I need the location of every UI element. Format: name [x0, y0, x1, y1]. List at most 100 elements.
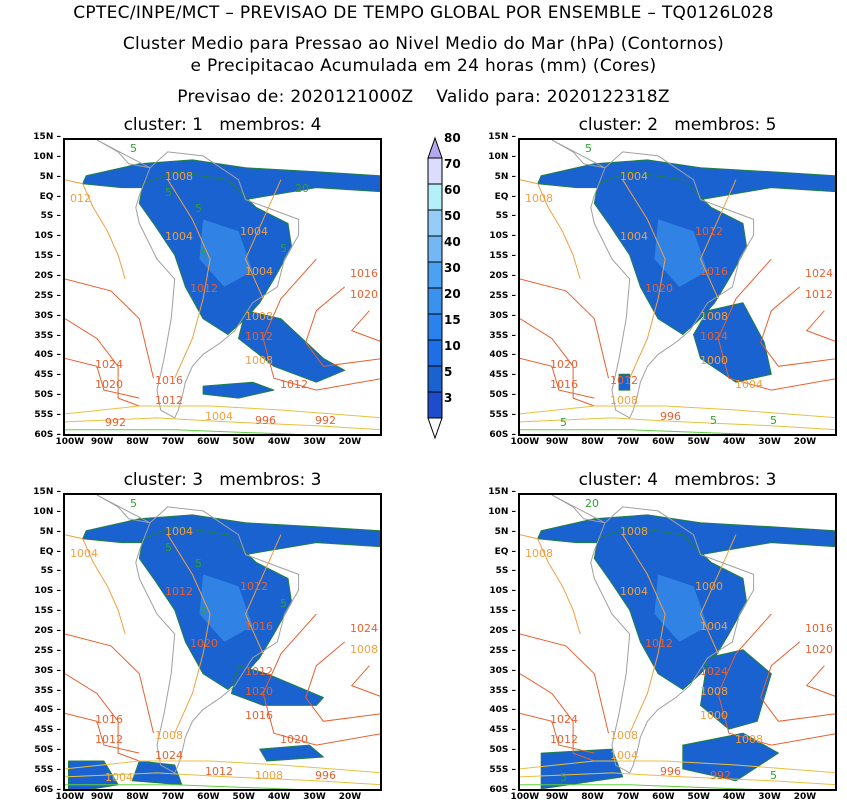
contour-label: 5: [200, 248, 207, 261]
map-panel-cluster-3: 1004 1004 1012 1012 1016 1020 1024 1008 1012 1020…: [63, 493, 382, 791]
contour-label: 1020: [550, 358, 578, 371]
isobar-contour: [520, 772, 835, 786]
contour-label: 992: [315, 414, 336, 427]
isobar-contour: [520, 760, 835, 774]
lat-tick-label: 45S –: [34, 370, 61, 381]
lat-tick-label: 15S –: [34, 606, 61, 617]
contour-label: 1008: [525, 192, 553, 205]
panel-title: cluster: 3 membros: 3: [123, 470, 322, 490]
contour-label: 1024: [350, 622, 378, 635]
lat-tick-label: 20S –: [34, 270, 61, 281]
lon-tick-label: 90W: [90, 792, 114, 802]
lat-tick-label: 40S –: [34, 705, 61, 716]
colorbar-swatch: [427, 365, 443, 393]
isobar-contour: [65, 712, 140, 754]
lon-tick-label: 90W: [545, 792, 569, 802]
contour-label: 1016: [245, 709, 273, 722]
precipitation-area: [537, 514, 835, 556]
subtitle-line-2: e Precipitacao Acumulada em 24 horas (mm…: [190, 56, 657, 76]
lat-tick-label: 30S –: [34, 310, 61, 321]
lon-tick-label: 90W: [90, 437, 114, 447]
lat-tick-label: 10S –: [489, 586, 516, 597]
colorbar-under-arrow: [427, 417, 443, 440]
colorbar-swatch: [427, 235, 443, 263]
isobar-contour: [699, 179, 737, 300]
precipitation-area: [202, 381, 275, 399]
contour-label: 1016: [245, 620, 273, 633]
contour-label: 1016: [350, 267, 378, 280]
contour-label: 5: [770, 414, 777, 427]
precipitation-area: [82, 159, 380, 201]
lat-tick-label: 50S –: [34, 745, 61, 756]
isobar-contour: [65, 357, 140, 399]
lat-tick-label: 20S –: [34, 625, 61, 636]
panel-title: cluster: 1 membros: 4: [123, 115, 322, 135]
isobar-contour: [520, 179, 581, 280]
lat-tick-label: 5N –: [39, 171, 61, 182]
coastline: [551, 495, 755, 774]
lon-tick-label: 50W: [232, 437, 255, 447]
isobar-contour: [520, 318, 595, 407]
lon-tick-label: 30W: [758, 437, 781, 447]
contour-label: 1004: [165, 230, 193, 243]
lat-tick-label: 25S –: [34, 290, 61, 301]
colorbar-swatch: [427, 157, 443, 185]
precipitation-core: [199, 219, 253, 287]
contour-label: 996: [660, 765, 681, 778]
colorbar-label: 80: [444, 131, 461, 145]
lat-tick-label: 25S –: [489, 290, 516, 301]
contour-label: 1004: [620, 230, 648, 243]
contour-label: 1012: [165, 585, 193, 598]
lat-tick-label: 5N –: [39, 526, 61, 537]
contour-label: 1008: [350, 643, 378, 656]
coastline: [96, 495, 300, 774]
contour-label: 1024: [805, 267, 833, 280]
contour-label: 5: [165, 186, 172, 199]
isobar-contour: [520, 633, 609, 734]
isobar-contour: [520, 278, 609, 379]
contour-label: 1020: [805, 643, 833, 656]
contour-label: 1012: [695, 225, 723, 238]
isobar-contour: [805, 310, 835, 342]
subtitle-line-1: Cluster Medio para Pressao ao Nivel Medi…: [122, 34, 725, 54]
contour-label: 1020: [280, 733, 308, 746]
contour-label: 1004: [620, 170, 648, 183]
contour-label: 012: [70, 192, 91, 205]
contour-label: 5: [200, 603, 207, 616]
contour-label: 1004: [700, 620, 728, 633]
lon-tick-label: 70W: [161, 437, 185, 447]
lat-tick-label: 5N –: [494, 526, 516, 537]
contour-label: 1008: [165, 170, 193, 183]
contour-label: 5: [585, 142, 592, 155]
lat-tick-label: 5S –: [40, 211, 61, 222]
lat-tick-label: 20S –: [489, 270, 516, 281]
contour-label: 996: [660, 410, 681, 423]
lon-tick-label: 100W: [510, 792, 540, 802]
lat-tick-label: 10S –: [34, 586, 61, 597]
contour-label: 992: [105, 416, 126, 429]
colorbar-swatch: [427, 339, 443, 367]
lat-tick-label: 45S –: [34, 725, 61, 736]
lon-tick-label: 40W: [722, 437, 746, 447]
lat-tick-label: 60S –: [489, 429, 516, 440]
forecast-dates: Previsao de: 2020121000Z Valido para: 20…: [177, 87, 670, 107]
lon-tick-label: 100W: [55, 437, 85, 447]
isobar-contour: [699, 534, 737, 655]
colorbar-label: 50: [444, 209, 461, 223]
lat-tick-label: 30S –: [34, 665, 61, 676]
lon-tick-label: 80W: [126, 437, 149, 447]
lat-tick-label: 55S –: [34, 409, 61, 420]
colorbar-label: 3: [444, 391, 453, 405]
lat-tick-label: EQ –: [494, 546, 516, 557]
lat-tick-label: 15N –: [33, 487, 61, 497]
lat-tick-label: 40S –: [489, 350, 516, 361]
isobar-contour: [65, 417, 380, 431]
colorbar-over-arrow: [427, 136, 443, 159]
map-panel-cluster-1: 012 1008 1004 1004 1004 1012 1016 1020 1008 1012 1…: [63, 138, 382, 436]
isobar-contour: [167, 534, 211, 734]
isobar-contour: [65, 534, 126, 635]
colorbar-label: 10: [444, 339, 461, 353]
precipitation-core: [199, 574, 253, 642]
lon-tick-label: 90W: [545, 437, 569, 447]
lon-tick-label: 40W: [267, 437, 291, 447]
